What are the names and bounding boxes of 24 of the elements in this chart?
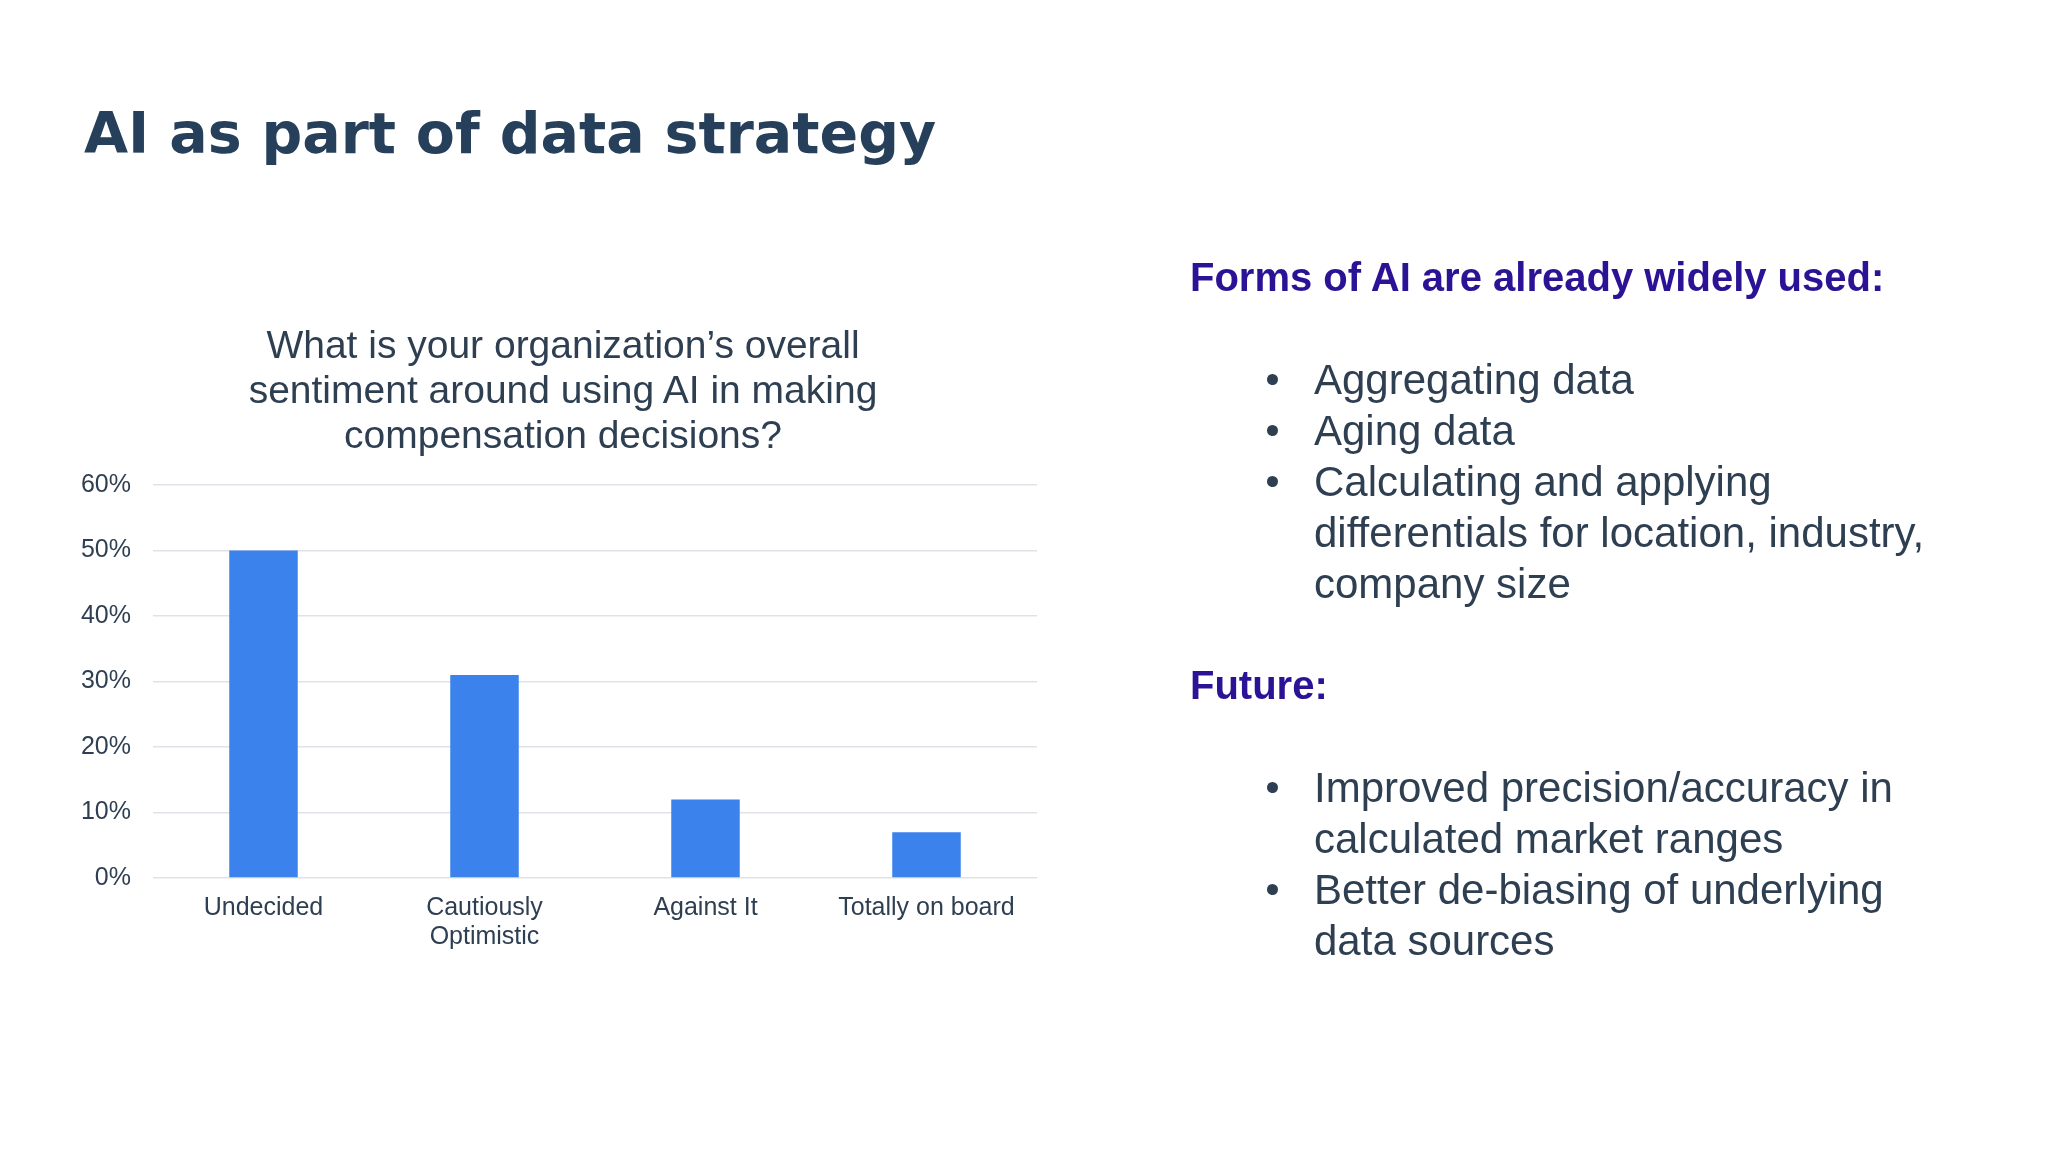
text: Better de-biasing of underlying data sources <box>1314 864 1885 966</box>
text: Calculating and applying differentials for location, industry, company size <box>1314 456 1926 609</box>
y-tick-label: 30% <box>80 665 131 694</box>
y-tick-label: 0% <box>94 861 131 890</box>
x-tick-label: Undecided <box>203 892 324 921</box>
y-tick-label: 10% <box>80 796 131 825</box>
chart-title: AI as part of data strategy <box>84 99 937 167</box>
y-tick-label: 50% <box>80 534 131 563</box>
x-tick-label: Cautiously Optimistic <box>426 892 544 950</box>
bar <box>671 799 740 878</box>
text: Forms of AI are already widely used: <box>1190 253 1886 301</box>
bar <box>892 832 961 878</box>
text: Improved precision/accuracy in calculated market ranges <box>1314 762 1894 864</box>
bar <box>229 550 298 878</box>
text: Aging data <box>1314 405 1516 456</box>
y-tick-label: 20% <box>80 730 131 759</box>
y-tick-label: 40% <box>80 599 131 628</box>
x-tick-label: Against It <box>653 892 758 921</box>
x-tick-label: Totally on board <box>838 892 1015 921</box>
text: Future: <box>1190 661 1329 709</box>
y-tick-label: 60% <box>80 468 131 497</box>
chart-subtitle: What is your organization’s overall sentiment around using AI in making compensation decisions? <box>247 322 879 457</box>
bar <box>450 674 519 878</box>
text: Aggregating data <box>1314 354 1635 405</box>
